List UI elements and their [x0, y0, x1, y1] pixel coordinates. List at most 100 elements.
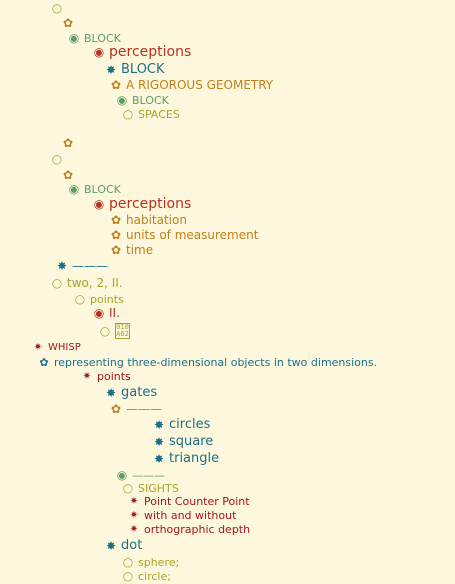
node-label: A RIGOROUS GEOMETRY — [126, 78, 274, 92]
tree-node[interactable]: ○ points — [74, 293, 124, 305]
node-label: perceptions — [109, 44, 192, 60]
tree-node[interactable]: ✿ habitation — [110, 214, 187, 226]
unicode-codepoint-badge: 010 A62 — [115, 323, 130, 339]
tree-node[interactable]: ◉ perceptions — [93, 44, 192, 60]
open-circle-icon: ○ — [122, 569, 134, 583]
dot-circle-icon: ◉ — [93, 45, 105, 59]
tree-node[interactable]: ✸ BLOCK — [105, 63, 165, 76]
tree-node[interactable]: ○ — [51, 153, 67, 165]
open-circle-icon: ○ — [51, 152, 63, 166]
node-label: II. — [109, 306, 120, 320]
tree-node[interactable]: ◉ ——— — [116, 469, 165, 481]
node-label: Point Counter Point — [144, 495, 250, 508]
tree-node[interactable]: ○ — [51, 2, 67, 14]
tree-node[interactable]: ✷ WHISP — [32, 343, 81, 353]
tree-node[interactable]: ◉ perceptions — [93, 196, 192, 212]
node-label: ——— — [126, 402, 162, 416]
open-circle-icon: ○ — [51, 1, 63, 15]
star-icon: ✷ — [33, 342, 43, 353]
tree-node[interactable]: ✷ Point Counter Point — [128, 496, 250, 507]
node-label: circle; — [138, 569, 171, 583]
flower-icon: ✿ — [62, 16, 74, 30]
node-label: square — [169, 434, 214, 449]
dot-circle-icon: ◉ — [93, 197, 105, 211]
dot-circle-icon: ◉ — [68, 31, 80, 45]
node-label: gates — [121, 385, 158, 400]
flower-icon: ✿ — [110, 228, 122, 242]
node-label: triangle — [169, 451, 220, 466]
node-label: SIGHTS — [138, 481, 179, 495]
tree-node[interactable]: ○ SPACES — [122, 108, 180, 120]
burst-icon: ✸ — [153, 417, 165, 432]
node-label: habitation — [126, 213, 187, 227]
tree-node[interactable]: ✸ circles — [153, 418, 210, 431]
tree-node[interactable]: ✸ gates — [105, 386, 157, 399]
tree-node[interactable]: ○ circle; — [122, 570, 171, 582]
node-label: sphere; — [138, 555, 180, 569]
burst-icon: ✸ — [153, 434, 165, 449]
open-circle-icon: ○ — [122, 481, 134, 495]
node-label: dot — [121, 538, 143, 553]
flower-icon: ✿ — [39, 356, 49, 369]
node-label: units of measurement — [126, 228, 259, 242]
dot-circle-icon: ◉ — [93, 306, 105, 320]
open-circle-icon: ○ — [51, 276, 63, 290]
tree-node[interactable]: ○ SIGHTS — [122, 482, 179, 494]
node-label: perceptions — [109, 196, 192, 212]
node-label: with and without — [144, 509, 237, 522]
tree-node[interactable]: ✿ units of measurement — [110, 229, 258, 241]
tree-node[interactable]: ◉ BLOCK — [116, 94, 169, 106]
open-circle-icon: ○ — [122, 107, 134, 121]
tree-node[interactable]: ✷ points — [81, 371, 131, 382]
node-label: circles — [169, 417, 211, 432]
flower-icon: ✿ — [110, 213, 122, 227]
tree-node[interactable]: ✿ representing three-dimensional objects… — [38, 357, 377, 368]
tree-node[interactable]: ✷ orthographic depth — [128, 524, 250, 535]
star-icon: ✷ — [82, 370, 92, 382]
burst-icon: ✸ — [105, 385, 117, 400]
star-icon: ✷ — [129, 523, 139, 535]
star-icon: ✷ — [129, 495, 139, 507]
tree-node[interactable]: ✿ ——— — [110, 403, 162, 415]
burst-icon: ✸ — [105, 62, 117, 77]
burst-icon: ✸ — [105, 538, 117, 553]
node-label: BLOCK — [121, 62, 165, 77]
tree-node[interactable]: ✿ — [62, 17, 78, 29]
dot-circle-icon: ◉ — [116, 468, 128, 482]
burst-icon: ✸ — [56, 259, 68, 273]
open-circle-icon: ○ — [99, 324, 111, 338]
tree-node[interactable]: ✿ time — [110, 244, 153, 256]
node-label: ——— — [72, 259, 108, 273]
dot-circle-icon: ◉ — [68, 182, 80, 196]
node-label: WHISP — [48, 342, 81, 353]
tree-node[interactable]: ◉ BLOCK — [68, 32, 121, 44]
flower-icon: ✿ — [62, 136, 74, 150]
node-label: representing three-dimensional objects i… — [54, 356, 378, 369]
tree-node[interactable]: ✸ triangle — [153, 452, 219, 465]
tree-node[interactable]: ○ 010 A62 — [99, 323, 130, 339]
tree-node[interactable]: ✷ with and without — [128, 509, 237, 522]
flower-icon: ✿ — [110, 243, 122, 257]
node-label: BLOCK — [84, 31, 121, 45]
node-label: points — [90, 292, 124, 306]
node-label: orthographic depth — [144, 523, 251, 536]
dot-circle-icon: ◉ — [116, 93, 128, 107]
flower-icon: ✿ — [62, 168, 74, 182]
tree-node[interactable]: ✸ ——— — [56, 260, 108, 272]
tree-node[interactable]: ○ two, 2, II. — [51, 277, 123, 289]
tree-node[interactable]: ◉ BLOCK — [68, 183, 121, 195]
tree-node[interactable]: ✸ dot — [105, 539, 142, 552]
node-label: BLOCK — [84, 182, 121, 196]
node-label: ——— — [132, 468, 165, 482]
tree-node[interactable]: ✿ — [62, 137, 78, 149]
tree-node[interactable]: ◉ II. — [93, 307, 120, 319]
tree-node[interactable]: ✸ square — [153, 435, 213, 448]
flower-icon: ✿ — [110, 78, 122, 92]
tree-node[interactable]: ✿ — [62, 169, 78, 181]
node-label: BLOCK — [132, 93, 169, 107]
tree-node[interactable]: ✿ A RIGOROUS GEOMETRY — [110, 79, 273, 91]
node-label: SPACES — [138, 107, 180, 121]
star-icon: ✷ — [129, 509, 139, 521]
tree-node[interactable]: ○ sphere; — [122, 556, 179, 568]
node-label: two, 2, II. — [67, 276, 123, 290]
